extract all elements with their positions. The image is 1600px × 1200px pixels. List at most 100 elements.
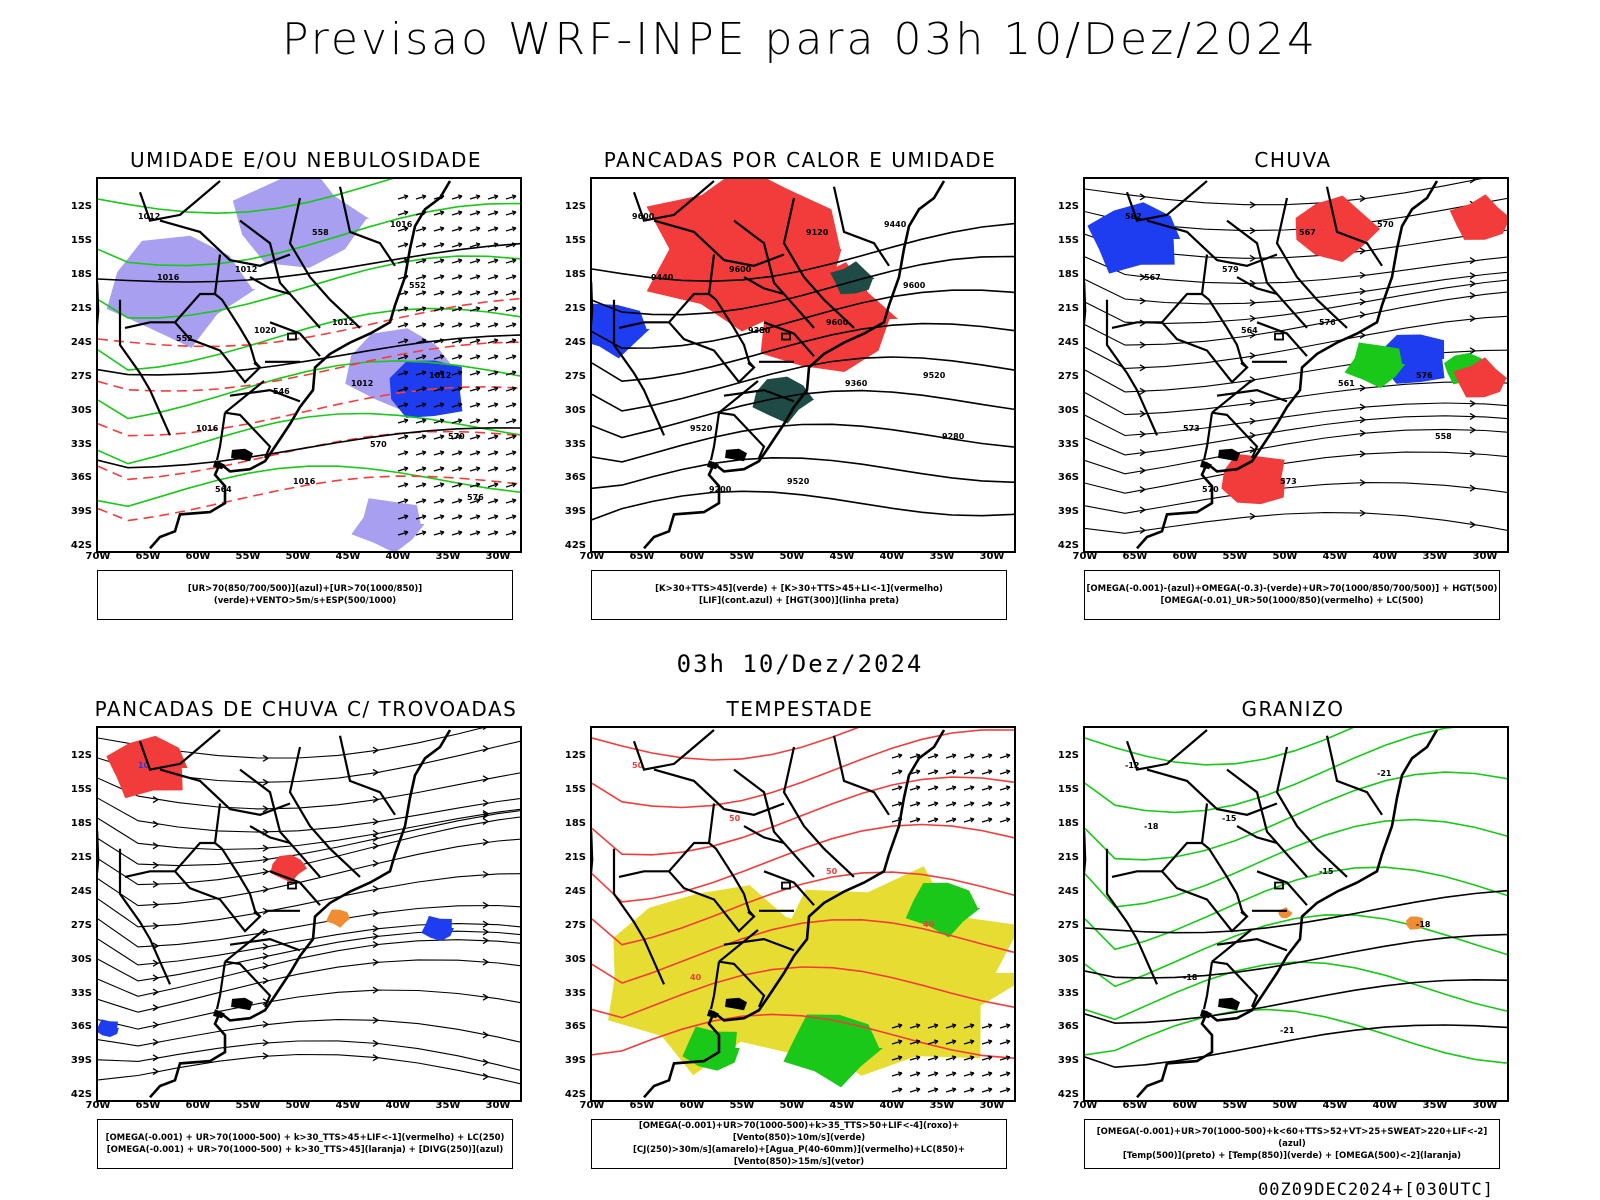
wind-vector	[487, 386, 499, 392]
border-line	[632, 729, 715, 771]
latitude-tick-label: 12S	[564, 750, 586, 762]
contour-label: 576	[1319, 318, 1336, 327]
forecast-run-footer: 00Z09DEC2024+[030UTC]	[1258, 1180, 1494, 1200]
streamline-arrow	[152, 842, 160, 850]
contour-line	[1085, 961, 1507, 1021]
wind-vector	[397, 322, 409, 328]
streamline-arrow	[482, 993, 490, 1001]
wind-vector	[999, 1071, 1011, 1077]
map-pancadas-trovoadas: 10	[96, 726, 522, 1102]
wind-vector	[505, 466, 517, 472]
wind-vector	[999, 753, 1011, 759]
border-line	[224, 380, 265, 414]
longitude-tick-label: 55W	[729, 1100, 755, 1111]
wind-vector	[999, 1087, 1011, 1093]
contour-line	[98, 242, 520, 283]
wind-vector	[909, 1039, 921, 1045]
omega500-fill-orange	[1406, 916, 1423, 930]
contour-label: 552	[176, 334, 193, 343]
wind-vector	[397, 242, 409, 248]
contour-line	[98, 255, 520, 319]
latitude-tick-label: 42S	[70, 1089, 92, 1101]
latitude-tick-label: 12S	[70, 201, 92, 213]
contour-label: 40	[923, 920, 935, 929]
streamline-arrow	[1359, 450, 1367, 458]
latitude-tick-label: 21S	[70, 302, 92, 314]
latitude-tick-label: 42S	[70, 540, 92, 552]
streamline-arrow	[372, 885, 380, 893]
longitude-tick-label: 55W	[235, 551, 261, 562]
streamline-arrow	[1359, 403, 1367, 411]
latitude-axis: 12S 15S 18S 21S 24S 27S 30S 33S 36S 39S 42S	[62, 726, 92, 1106]
latitude-tick-label: 39S	[564, 506, 586, 518]
lake-shape	[213, 460, 225, 470]
streamline-arrow	[1139, 526, 1147, 534]
contour-line	[592, 222, 1014, 283]
latitude-tick-label: 30S	[564, 953, 586, 965]
wind-vector	[415, 370, 427, 376]
humidity-fill	[106, 235, 256, 348]
streamline	[1085, 482, 1507, 514]
streamline-arrow	[482, 928, 490, 936]
latitude-tick-label: 24S	[1057, 336, 1079, 348]
wind-vector	[469, 482, 481, 488]
longitude-tick-label: 40W	[385, 1100, 411, 1111]
contour-line	[592, 289, 1014, 350]
contour-label: 50	[826, 867, 838, 876]
wind-vector	[981, 1039, 993, 1045]
streamline	[98, 772, 520, 810]
contour-label: 1012	[332, 318, 354, 327]
latitude-axis: 12S 15S 18S 21S 24S 27S 30S 33S 36S 39S 42S	[1049, 177, 1079, 557]
latitude-tick-label: 15S	[70, 784, 92, 796]
streamline-arrow	[1359, 509, 1367, 517]
latitude-tick-label: 18S	[564, 818, 586, 830]
contour-line	[592, 871, 1014, 946]
wind-vector	[891, 1055, 903, 1061]
wind-vector	[945, 1055, 957, 1061]
contour-labels: -12 -15 -15 -18 -18 -21 -21 -18	[1125, 761, 1431, 1035]
legend-line: [OMEGA(-0.001)+UR>70(1000-500)+k<60+TTS>…	[1096, 1127, 1488, 1149]
contour-line	[98, 202, 520, 267]
border-line	[1202, 961, 1214, 1010]
wind-vector	[433, 274, 445, 280]
wind-vector	[505, 274, 517, 280]
border-line	[118, 299, 172, 436]
wind-vector	[397, 418, 409, 424]
border-line	[224, 929, 265, 963]
streamline-arrow	[1139, 273, 1147, 281]
wind-vector	[451, 450, 463, 456]
streamline-arrow	[1469, 347, 1477, 355]
latitude-tick-label: 24S	[564, 885, 586, 897]
latitude-tick-label: 18S	[1057, 818, 1079, 830]
latitude-tick-label: 39S	[1057, 506, 1079, 518]
longitude-tick-label: 45W	[1322, 551, 1348, 562]
wind-vector	[927, 801, 939, 807]
border-line	[1146, 219, 1278, 267]
border-line	[269, 321, 321, 357]
wind-vector	[415, 306, 427, 312]
streamline	[98, 1053, 520, 1085]
contour-label: 558	[312, 228, 329, 237]
wind-vector	[469, 514, 481, 520]
border-line	[249, 825, 291, 845]
streamline-arrow	[372, 1016, 380, 1024]
contour-label: 579	[1222, 265, 1239, 274]
wind-vector	[927, 785, 939, 791]
longitude-tick-label: 60W	[185, 551, 211, 562]
wind-vector	[487, 418, 499, 424]
wind-vector	[415, 530, 427, 536]
wind-vector	[433, 530, 445, 536]
wind-vector	[415, 322, 427, 328]
streamline-arrow	[1249, 431, 1257, 439]
streamline	[98, 810, 520, 867]
streamline-arrow	[262, 805, 270, 813]
map-granizo: -12 -15 -15 -18 -18 -21 -21 -18	[1083, 726, 1509, 1102]
pressure-contours	[98, 242, 520, 469]
contour-label: -21	[1280, 1026, 1295, 1035]
streamline-arrow	[1469, 484, 1477, 492]
streamline-arrow	[372, 1039, 380, 1048]
streamline-arrow	[482, 838, 490, 846]
streamline-arrow	[482, 1031, 490, 1039]
contour-line	[1085, 889, 1507, 934]
border-line	[618, 841, 709, 878]
